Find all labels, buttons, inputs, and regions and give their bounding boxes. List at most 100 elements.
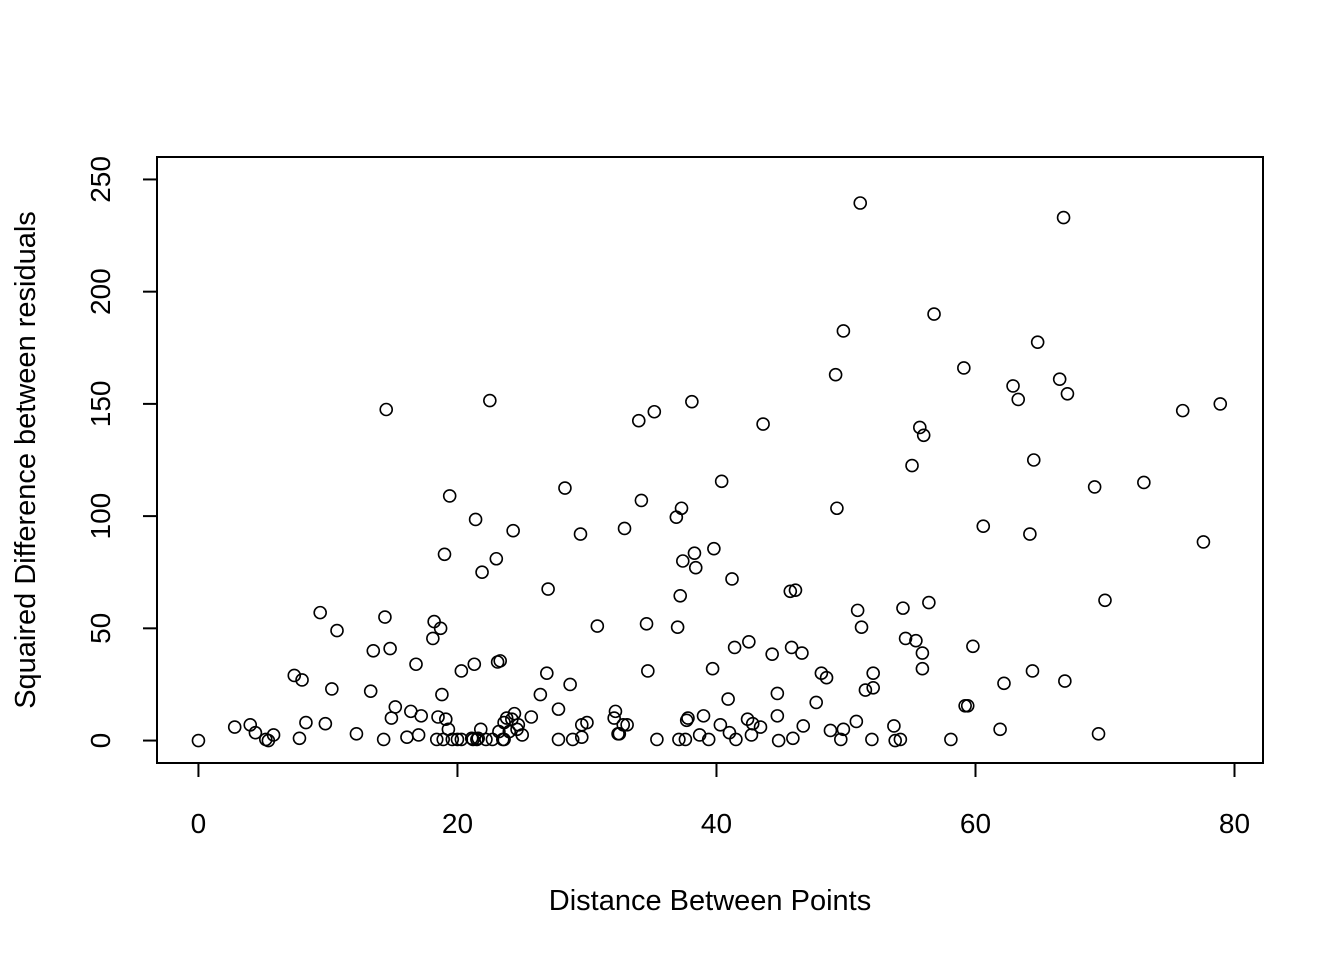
y-tick-label: 150 bbox=[85, 381, 116, 428]
data-point bbox=[493, 654, 507, 668]
data-point bbox=[836, 324, 851, 338]
x-tick-label: 80 bbox=[1219, 808, 1250, 839]
data-point bbox=[378, 610, 392, 624]
data-point bbox=[388, 700, 403, 714]
data-point bbox=[1087, 480, 1102, 494]
data-point bbox=[742, 634, 756, 649]
data-point bbox=[502, 724, 517, 739]
data-point bbox=[464, 731, 479, 746]
data-point bbox=[429, 732, 444, 747]
data-point bbox=[770, 686, 785, 701]
data-point bbox=[299, 715, 313, 730]
x-axis: 0 20 40 60 80 bbox=[191, 762, 1250, 839]
data-point bbox=[533, 687, 548, 702]
data-point bbox=[620, 718, 634, 732]
data-point bbox=[685, 394, 699, 409]
data-point bbox=[888, 733, 902, 748]
data-point bbox=[796, 719, 811, 733]
y-tick-label: 0 bbox=[85, 733, 116, 749]
data-point bbox=[834, 732, 848, 747]
data-point bbox=[915, 661, 930, 676]
data-point bbox=[673, 588, 688, 603]
data-point bbox=[745, 716, 760, 731]
data-point bbox=[927, 307, 941, 321]
data-point bbox=[725, 572, 739, 586]
data-point bbox=[558, 481, 572, 495]
data-point bbox=[957, 361, 971, 375]
data-point bbox=[540, 666, 554, 681]
data-point bbox=[893, 732, 908, 747]
data-point bbox=[784, 640, 799, 655]
data-point bbox=[400, 730, 414, 744]
data-point bbox=[506, 523, 520, 538]
data-point bbox=[468, 512, 483, 527]
data-point bbox=[287, 668, 302, 683]
data-point bbox=[727, 640, 742, 655]
data-point bbox=[411, 728, 426, 742]
data-point bbox=[997, 676, 1011, 691]
data-point bbox=[1060, 386, 1075, 401]
data-point bbox=[783, 584, 798, 599]
data-point bbox=[854, 620, 869, 635]
data-point bbox=[450, 732, 465, 747]
data-point bbox=[681, 711, 695, 725]
data-point bbox=[590, 619, 605, 633]
data-point bbox=[770, 709, 785, 723]
data-point bbox=[674, 501, 689, 516]
data-point bbox=[786, 731, 800, 746]
data-point bbox=[639, 617, 654, 631]
data-point bbox=[426, 631, 440, 646]
y-tick-label: 50 bbox=[85, 613, 116, 644]
data-point bbox=[887, 719, 901, 733]
data-point bbox=[631, 413, 646, 428]
data-point bbox=[678, 732, 693, 747]
data-point bbox=[976, 519, 991, 534]
data-point bbox=[647, 404, 662, 419]
data-point bbox=[439, 712, 453, 727]
data-point bbox=[330, 623, 344, 638]
data-point bbox=[1098, 593, 1112, 608]
data-point bbox=[836, 722, 851, 737]
data-point bbox=[688, 560, 703, 575]
data-point bbox=[435, 687, 449, 702]
data-point bbox=[670, 620, 685, 635]
data-point bbox=[771, 733, 786, 748]
data-point bbox=[866, 681, 880, 695]
data-point bbox=[607, 711, 621, 725]
data-point bbox=[853, 196, 868, 210]
data-point bbox=[714, 474, 729, 489]
data-point bbox=[376, 732, 391, 747]
data-point bbox=[325, 682, 339, 696]
data-point bbox=[1030, 335, 1045, 349]
data-point bbox=[966, 639, 980, 654]
data-point bbox=[1196, 535, 1211, 549]
data-point bbox=[437, 547, 452, 562]
data-point bbox=[1023, 527, 1037, 541]
data-point bbox=[616, 718, 631, 732]
y-tick-label: 100 bbox=[85, 493, 116, 540]
data-point bbox=[479, 732, 493, 747]
y-axis-title: Squaired Difference between residuals bbox=[10, 211, 42, 709]
data-point bbox=[823, 723, 838, 738]
data-point bbox=[612, 727, 627, 741]
data-point bbox=[913, 420, 927, 435]
data-point bbox=[266, 728, 281, 742]
data-point bbox=[898, 631, 913, 646]
data-point bbox=[467, 657, 482, 672]
x-tick-label: 40 bbox=[701, 808, 732, 839]
data-point bbox=[227, 720, 242, 734]
data-point bbox=[713, 718, 728, 732]
data-point bbox=[608, 704, 623, 719]
data-point bbox=[729, 732, 743, 747]
data-point bbox=[828, 367, 843, 382]
x-tick-label: 20 bbox=[442, 808, 473, 839]
data-point bbox=[849, 714, 864, 729]
plot-frame bbox=[156, 156, 1264, 764]
y-axis: 0 50 100 150 200 250 bbox=[85, 156, 158, 749]
x-tick-label: 60 bbox=[960, 808, 991, 839]
data-point bbox=[563, 677, 577, 692]
y-tick-label: 200 bbox=[85, 268, 116, 315]
data-point bbox=[672, 732, 686, 747]
data-point bbox=[349, 727, 364, 741]
